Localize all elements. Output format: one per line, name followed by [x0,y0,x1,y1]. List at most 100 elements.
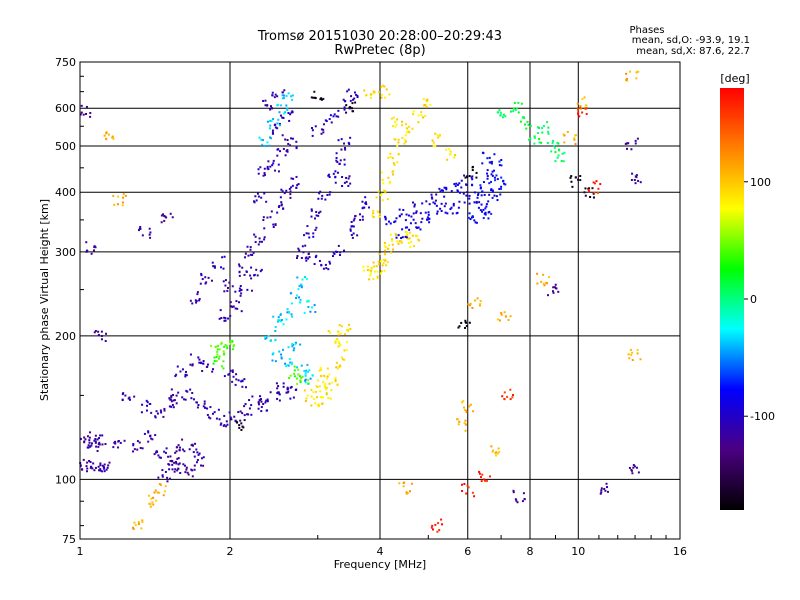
data-point [628,70,631,73]
data-point [583,191,586,194]
data-point [382,262,385,265]
data-point [246,413,249,416]
data-point [288,187,291,190]
data-point [234,307,237,310]
data-point [384,258,387,261]
data-point [431,528,434,531]
data-point [408,228,411,231]
data-point [300,376,303,379]
data-point [585,104,588,107]
data-point [540,141,543,144]
data-point [263,227,266,230]
data-point [111,136,114,139]
data-point [361,200,364,203]
data-point [398,215,401,218]
data-point [224,279,227,282]
data-point [378,215,381,218]
data-point [300,256,303,259]
data-point [511,396,514,399]
data-point [286,311,289,314]
data-point [243,256,246,259]
data-point [332,255,335,258]
data-point [551,290,554,293]
data-point [249,253,252,256]
data-point [98,441,101,444]
data-point [164,470,167,473]
data-point [222,350,225,353]
data-point [424,211,427,214]
data-point [277,319,280,322]
data-point [154,416,157,419]
data-point [127,397,130,400]
data-point [436,530,439,533]
data-point [393,221,396,224]
data-point [431,524,434,527]
data-point [288,119,291,122]
data-point [491,450,494,453]
data-point [311,129,314,132]
data-point [215,359,218,362]
data-point [578,115,581,118]
data-point [517,111,520,114]
data-point [553,146,556,149]
data-point [639,358,642,361]
data-point [404,134,407,137]
data-point [96,450,99,453]
data-point [113,441,116,444]
data-point [351,102,354,105]
data-point [552,145,555,148]
data-point [276,211,279,214]
data-point [350,220,353,223]
data-point [502,113,505,116]
data-point [333,252,336,255]
data-point [186,471,189,474]
data-point [224,284,227,287]
data-point [147,430,150,433]
data-point [223,319,226,322]
data-point [191,363,194,366]
data-point [146,401,149,404]
data-point [280,203,283,206]
data-point [632,464,635,467]
data-point [468,212,471,215]
data-point [193,468,196,471]
data-point [339,251,342,254]
data-point [389,181,392,184]
data-point [408,131,411,134]
data-point [248,399,251,402]
data-point [557,290,560,293]
data-point [101,464,104,467]
data-point [174,451,177,454]
data-point [209,417,212,420]
data-point [291,184,294,187]
stats-heading: Phases [629,25,664,36]
data-point [309,310,312,313]
data-point [421,217,424,220]
data-point [223,345,226,348]
data-point [196,458,199,461]
data-point [486,169,489,172]
data-point [316,404,319,407]
data-point [271,94,274,97]
data-point [137,520,140,523]
data-point [339,344,342,347]
data-point [154,451,157,454]
data-point [101,434,104,437]
data-point [545,281,548,284]
data-point [123,439,126,442]
data-point [217,357,220,360]
data-point [521,500,524,503]
data-point [105,132,108,135]
data-point [566,130,569,133]
data-point [301,245,304,248]
data-point [137,522,140,525]
data-point [195,301,198,304]
data-point [402,208,405,211]
data-point [290,186,293,189]
data-point [468,194,471,197]
data-point [241,380,244,383]
data-point [321,402,324,405]
data-point [352,98,355,101]
data-point [272,223,275,226]
data-point [337,115,340,118]
